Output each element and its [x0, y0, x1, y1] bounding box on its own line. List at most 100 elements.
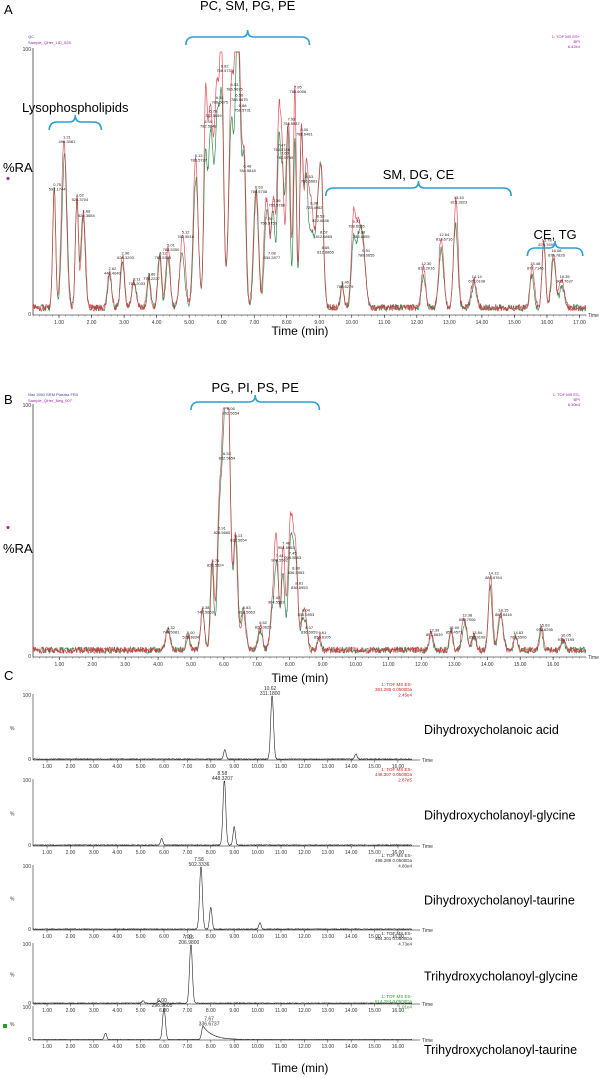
peak-label-time: 12.30	[421, 261, 432, 266]
x-tick-label: 9.00	[229, 934, 239, 940]
x-tick-label: 14.00	[345, 764, 358, 770]
peak-label-time: 6.88	[239, 103, 248, 108]
x-tick-label: 6.00	[159, 1044, 169, 1050]
peak-label-mass: 788.6279	[337, 284, 354, 289]
peak-label-mass: 852.9108	[469, 635, 486, 640]
peak-label-time: 9.72	[353, 219, 362, 224]
peak-label-time: 16.05	[561, 633, 572, 638]
bracket-3	[526, 240, 584, 257]
peak-label-mass: 524.3654	[78, 213, 95, 218]
x-tick-label: 6.00	[159, 1008, 169, 1014]
y-tick-label: 0	[28, 1037, 31, 1043]
x-tick-label: 2.00	[66, 850, 76, 856]
peak-label-time: 9.46	[341, 279, 350, 284]
peak-label-time: 5.91	[218, 525, 227, 530]
x-tick-label: 14.00	[476, 320, 489, 326]
x-tick-label: 13.00	[322, 1008, 335, 1014]
x-tick-label: 13.00	[448, 662, 461, 668]
x-tick-label: 12.00	[298, 1008, 311, 1014]
trace-line	[33, 944, 413, 1005]
x-tick-label: 7.00	[183, 934, 193, 940]
x-tick-label: 15.00	[368, 1008, 381, 1014]
peak-label-mass: 760.5789	[277, 155, 294, 160]
x-tick-label: 16.00	[392, 934, 405, 940]
compound-name: Dihydroxycholanoyl-glycine	[424, 809, 576, 823]
peak-label-mass: 748.5081	[163, 630, 180, 635]
peak-label-mass: 904.5562	[271, 557, 288, 562]
x-axis-end-label: Time	[588, 313, 599, 319]
peak-label-mass: 862.5654	[219, 455, 236, 460]
panel-b: B %RA Time (min) Nist 1950 SRM Plasma FR3Sa…	[3, 380, 599, 685]
x-tick-label: 5.00	[136, 850, 146, 856]
peak-label-mass: 206.9800	[178, 940, 199, 946]
x-axis-title: Time (min)	[272, 1061, 329, 1075]
peak-label-time: 8.80	[292, 565, 301, 570]
x-tick-label: 2.00	[66, 934, 76, 940]
peak-label-mass: 786.5675	[211, 100, 228, 105]
header-right-line: BPI	[574, 397, 580, 402]
peak-label-mass: 784.5818	[239, 168, 256, 173]
x-tick-label: 1.00	[54, 662, 64, 668]
peak-label-time: 6.52	[259, 620, 268, 625]
x-tick-label: 10.00	[251, 1044, 264, 1050]
x-tick-label: 16.00	[547, 662, 560, 668]
x-tick-label: 8.00	[206, 1044, 216, 1050]
peak-label-time: 13.40	[454, 195, 465, 200]
peak-label-mass: 857.4573	[446, 630, 463, 635]
x-tick-label: 14.00	[345, 934, 358, 940]
peak-label-mass: 786.6681	[301, 179, 318, 184]
peak-label-time: 6.48	[244, 164, 253, 169]
peak-label-time: 7.44	[276, 553, 285, 558]
peak-label-time: 6.53	[223, 451, 232, 456]
peak-label-mass: 874.7695	[538, 242, 555, 247]
x-tick-label: 2.00	[66, 1044, 76, 1050]
x-axis-end-label: Time	[588, 655, 599, 661]
x-tick-label: 5.00	[136, 1008, 146, 1014]
x-tick-label: 9.00	[229, 764, 239, 770]
peak-label-time: 8.07	[305, 625, 314, 630]
x-tick-label: 7.00	[183, 850, 193, 856]
x-tick-label: 6.00	[159, 934, 169, 940]
peak-label-time: 6.82	[221, 64, 230, 69]
peak-label-time: 6.56	[235, 93, 244, 98]
x-tick-label: 7.00	[183, 764, 193, 770]
peak-label-mass: 857.6639	[426, 632, 443, 637]
x-tick-label: 5.00	[136, 1044, 146, 1050]
peak-label-mass: 628.3293	[117, 255, 134, 260]
peak-label-time: 5.38	[202, 605, 211, 610]
x-tick-label: 9.00	[314, 320, 324, 326]
peak-label-time: 4.12	[159, 250, 168, 255]
header-right-line: 1: TOF MS ES+	[552, 34, 581, 39]
header-line: 4.73e4	[398, 941, 412, 946]
x-axis-end-label: Time	[422, 928, 433, 934]
x-tick-label: 15.00	[368, 1044, 381, 1050]
peak-label-mass: 763.5506	[510, 635, 527, 640]
peak-label-mass: 760.5335	[155, 255, 172, 260]
peak-label-time: 12.90	[449, 625, 460, 630]
header-line: 2.45e4	[398, 692, 412, 697]
y-axis-unit: %	[10, 1022, 15, 1028]
x-tick-label: 14.00	[345, 1008, 358, 1014]
x-tick-label: 4.00	[152, 320, 162, 326]
x-tick-label: 4.00	[112, 850, 122, 856]
x-tick-label: 13.00	[322, 1044, 335, 1050]
header-line: 464.301 0.0500Da	[375, 936, 413, 941]
header-line: 1: TOF MS ES-	[381, 931, 412, 936]
peak-label-time: 8.04	[302, 608, 311, 613]
bracket-0	[190, 394, 321, 411]
peak-label-mass: 859.7006	[459, 617, 476, 622]
peak-label-mass: 782.5648	[200, 123, 217, 128]
peak-label-mass: 836.5953	[291, 585, 308, 590]
peak-label-time: 7.42	[272, 595, 281, 600]
peak-label-time: 14.14	[472, 274, 483, 279]
x-tick-label: 16.00	[392, 1008, 405, 1014]
peak-label-time: 14.83	[513, 630, 524, 635]
peak-label-time: 3.86	[148, 271, 157, 276]
peak-label-time: 7.26	[265, 216, 274, 221]
x-tick-label: 14.00	[345, 1044, 358, 1050]
peak-label-mass: 833.5663	[238, 610, 255, 615]
x-tick-label: 11.00	[275, 1008, 287, 1014]
peak-label-time: 6.83	[243, 605, 252, 610]
